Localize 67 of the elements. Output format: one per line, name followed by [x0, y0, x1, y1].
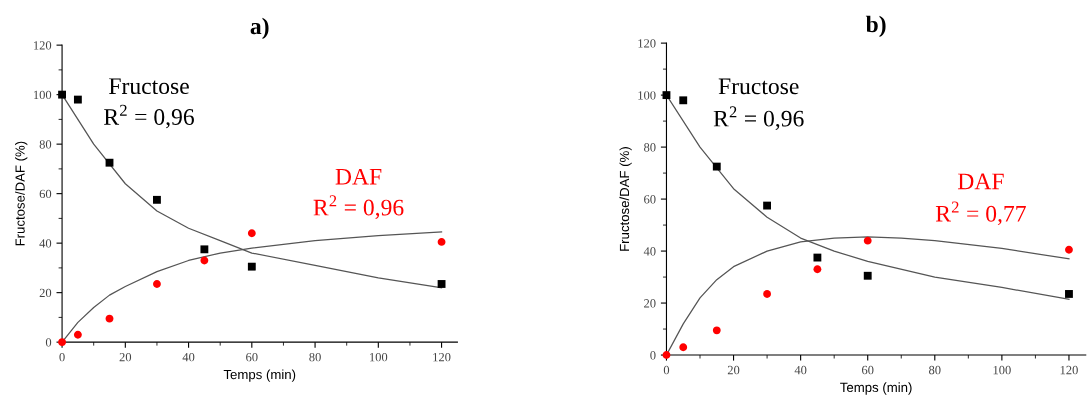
- point: [58, 90, 66, 99]
- annotation: R$^{2}$ = 0,77: [935, 201, 1026, 226]
- y-tick-label: 20: [39, 288, 52, 298]
- series-label: Fructose: [109, 78, 189, 95]
- x-tick-label: 40: [182, 352, 195, 362]
- annotation: R$^{2}$ = 0,96: [713, 106, 804, 130]
- x-axis-title: Temps (min): [223, 369, 296, 382]
- y-axis-title: Fructose/DAF (%): [15, 141, 28, 246]
- point: [863, 271, 872, 280]
- text: DAF: [957, 173, 1004, 190]
- point: [153, 195, 161, 204]
- x-axis-title: Temps (min): [840, 382, 912, 395]
- point: [679, 96, 688, 105]
- y-tick-label: 60: [39, 189, 52, 199]
- point: [763, 290, 772, 298]
- point: [712, 162, 721, 171]
- x-tick-label: 60: [862, 365, 874, 375]
- point: [247, 229, 256, 238]
- chart-title: b): [865, 15, 886, 38]
- point: [863, 236, 872, 245]
- x-tick-label: 80: [309, 352, 321, 362]
- x-tick-label: 100: [993, 365, 1011, 375]
- point: [73, 330, 82, 339]
- y-tick-label: 80: [644, 143, 656, 152]
- text: DAF: [335, 168, 382, 185]
- x-tick-label: 40: [794, 365, 807, 375]
- point: [1065, 290, 1073, 298]
- point: [437, 237, 446, 246]
- x-tick-label: 20: [119, 352, 132, 362]
- y-tick-label: 100: [34, 90, 52, 100]
- annotation: R$^{2}$ = 0,96: [313, 195, 404, 219]
- y-tick-label: 100: [638, 91, 656, 100]
- y-tick-label: 60: [644, 195, 656, 204]
- point: [662, 91, 671, 100]
- x-tick-label: 60: [246, 352, 258, 362]
- point: [763, 201, 772, 210]
- y-tick-label: 40: [643, 247, 656, 256]
- point: [200, 245, 209, 254]
- y-tick-label: 120: [638, 39, 656, 48]
- point: [813, 265, 822, 274]
- series-label: Fructose: [718, 78, 799, 95]
- chart-title: a): [250, 17, 269, 40]
- point: [247, 262, 256, 271]
- x-tick-label: 0: [663, 365, 670, 375]
- x-tick-label: 120: [433, 352, 451, 362]
- y-tick-label: 0: [45, 338, 52, 347]
- x-tick-label: 20: [727, 365, 740, 375]
- point: [73, 95, 82, 104]
- x-tick-label: 120: [1060, 365, 1078, 375]
- point: [153, 280, 161, 288]
- y-tick-label: 80: [39, 140, 52, 149]
- point: [437, 280, 446, 288]
- point: [712, 326, 721, 335]
- y-axis-title: Fructose/DAF (%): [619, 147, 632, 251]
- point: [200, 256, 209, 265]
- point: [679, 343, 688, 352]
- y-tick-label: 20: [644, 299, 656, 308]
- y-tick-label: 40: [39, 239, 52, 248]
- point: [105, 314, 114, 323]
- point: [813, 253, 822, 262]
- x-tick-label: 0: [59, 352, 65, 362]
- annotation: R$^{2}$ = 0,96: [104, 104, 194, 129]
- x-tick-label: 80: [929, 365, 941, 375]
- point: [1065, 245, 1073, 254]
- point: [105, 158, 114, 167]
- y-tick-label: 120: [34, 41, 52, 50]
- x-tick-label: 100: [370, 352, 388, 362]
